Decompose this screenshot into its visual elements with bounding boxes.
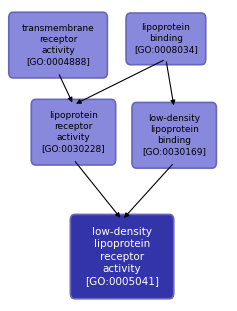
Text: lipoprotein
binding
[GO:0008034]: lipoprotein binding [GO:0008034] <box>134 23 198 54</box>
Text: low-density
lipoprotein
receptor
activity
[GO:0005041]: low-density lipoprotein receptor activit… <box>85 227 159 286</box>
FancyBboxPatch shape <box>132 103 216 168</box>
FancyBboxPatch shape <box>70 215 174 299</box>
Text: low-density
lipoprotein
binding
[GO:0030169]: low-density lipoprotein binding [GO:0030… <box>142 114 206 156</box>
FancyBboxPatch shape <box>126 13 206 65</box>
FancyBboxPatch shape <box>9 12 107 78</box>
Text: lipoprotein
receptor
activity
[GO:0030228]: lipoprotein receptor activity [GO:003022… <box>42 111 105 153</box>
FancyBboxPatch shape <box>31 100 116 165</box>
Text: transmembrane
receptor
activity
[GO:0004888]: transmembrane receptor activity [GO:0004… <box>22 24 94 66</box>
